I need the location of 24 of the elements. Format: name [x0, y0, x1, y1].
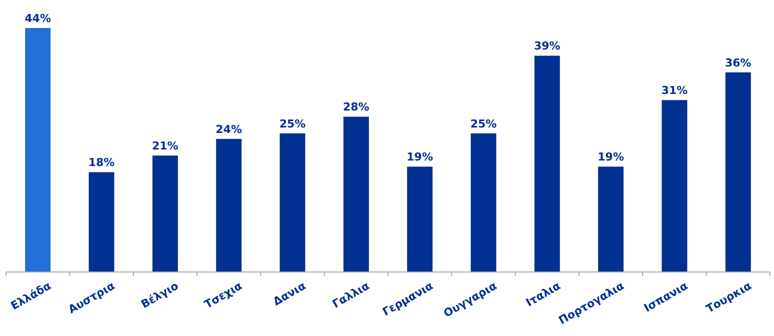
bar [534, 56, 560, 272]
bar [216, 138, 242, 272]
bar [25, 28, 51, 272]
bar [280, 133, 306, 272]
data-label: 25% [279, 117, 306, 130]
data-label: 18% [88, 156, 115, 170]
bar [725, 72, 751, 272]
bar [598, 166, 624, 272]
data-label: 31% [661, 84, 688, 98]
bar [407, 166, 433, 272]
data-label: 19% [598, 150, 624, 164]
bar [662, 100, 688, 272]
data-label: 39% [534, 40, 560, 53]
bar [88, 172, 114, 272]
data-label: 28% [342, 100, 370, 114]
data-label: 21% [152, 140, 178, 153]
bar [470, 133, 496, 272]
data-label: 24% [216, 122, 242, 136]
data-label: 36% [724, 56, 752, 70]
data-label: 44% [24, 12, 52, 25]
data-label: 25% [470, 117, 497, 130]
data-label: 19% [406, 150, 434, 164]
bar [152, 156, 178, 272]
bar [343, 116, 369, 272]
